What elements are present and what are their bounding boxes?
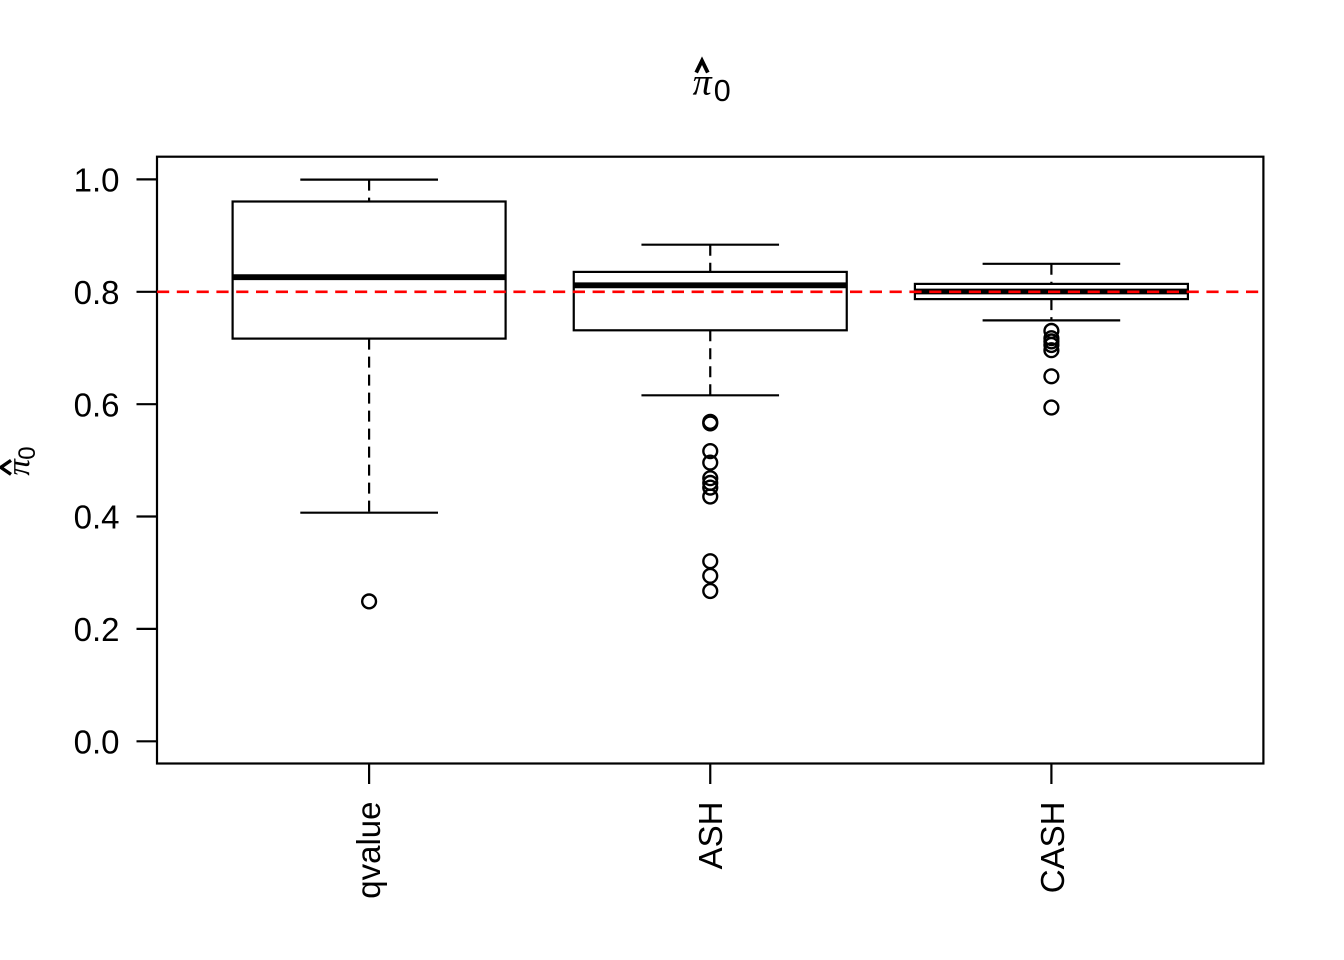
svg-text:0: 0 [714, 74, 731, 108]
svg-text:qvalue: qvalue [350, 802, 387, 899]
svg-text:ASH: ASH [692, 802, 729, 870]
svg-text:π: π [693, 62, 713, 104]
svg-text:CASH: CASH [1034, 802, 1071, 894]
svg-text:0.0: 0.0 [74, 723, 120, 760]
svg-text:0.2: 0.2 [74, 611, 120, 648]
svg-text:0.6: 0.6 [74, 386, 120, 423]
svg-text:0.8: 0.8 [74, 274, 120, 311]
svg-text:0.4: 0.4 [74, 499, 120, 536]
svg-text:0: 0 [14, 446, 41, 459]
svg-text:1.0: 1.0 [74, 162, 120, 199]
